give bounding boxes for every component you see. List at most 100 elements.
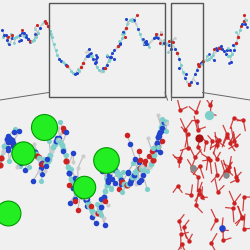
Point bbox=[228, 48, 232, 52]
Point bbox=[140, 168, 144, 172]
Point bbox=[130, 17, 134, 21]
Point bbox=[109, 187, 113, 191]
Point bbox=[36, 30, 40, 34]
Point bbox=[151, 146, 155, 150]
Point bbox=[41, 162, 45, 166]
Point bbox=[61, 126, 65, 130]
Point bbox=[76, 67, 80, 71]
Point bbox=[157, 132, 161, 136]
Point bbox=[119, 182, 123, 186]
Point bbox=[94, 55, 98, 59]
Point bbox=[113, 168, 117, 172]
Point bbox=[94, 212, 98, 216]
Point bbox=[69, 69, 73, 73]
Point bbox=[12, 127, 16, 131]
Point bbox=[49, 32, 53, 36]
Point bbox=[225, 48, 229, 52]
Point bbox=[76, 188, 80, 192]
Point bbox=[208, 158, 212, 162]
Point bbox=[30, 148, 34, 152]
Point bbox=[203, 58, 207, 62]
Point bbox=[8, 136, 12, 140]
Point bbox=[185, 80, 189, 84]
Point bbox=[221, 238, 225, 242]
Point bbox=[38, 159, 42, 163]
Point bbox=[232, 116, 236, 120]
Point bbox=[194, 80, 198, 84]
Point bbox=[136, 167, 140, 171]
Point bbox=[215, 173, 219, 177]
Point bbox=[6, 140, 10, 144]
Point bbox=[95, 65, 99, 69]
Point bbox=[42, 125, 46, 129]
Point bbox=[94, 56, 98, 60]
Point bbox=[67, 171, 71, 175]
Point bbox=[54, 48, 58, 52]
Point bbox=[218, 138, 222, 142]
Point bbox=[149, 162, 153, 166]
Point bbox=[141, 173, 145, 177]
Point bbox=[155, 141, 159, 145]
Point bbox=[89, 51, 93, 55]
Point bbox=[134, 157, 138, 161]
Point bbox=[178, 108, 182, 112]
Point bbox=[105, 53, 109, 57]
Point bbox=[56, 53, 60, 57]
Point bbox=[198, 164, 202, 168]
Point bbox=[46, 24, 50, 28]
Point bbox=[87, 47, 91, 51]
Point bbox=[73, 199, 77, 203]
Point bbox=[156, 113, 160, 117]
Point bbox=[140, 37, 144, 41]
Point bbox=[104, 161, 108, 165]
Point bbox=[94, 60, 98, 64]
Point bbox=[14, 36, 18, 40]
Point bbox=[77, 69, 81, 73]
Point bbox=[73, 72, 77, 76]
Point bbox=[181, 70, 185, 74]
Point bbox=[58, 120, 62, 124]
Point bbox=[104, 176, 108, 180]
Point bbox=[230, 52, 234, 56]
Point bbox=[17, 39, 21, 43]
Point bbox=[116, 172, 120, 176]
Point bbox=[6, 148, 10, 152]
Point bbox=[47, 156, 51, 160]
Point bbox=[90, 54, 94, 58]
Point bbox=[72, 160, 76, 164]
Point bbox=[145, 169, 149, 173]
Point bbox=[38, 154, 42, 158]
Point bbox=[242, 195, 246, 199]
Point bbox=[146, 166, 150, 170]
Point bbox=[137, 180, 141, 184]
Point bbox=[225, 132, 229, 136]
Point bbox=[175, 51, 179, 55]
Point bbox=[104, 158, 108, 162]
Point bbox=[205, 58, 209, 62]
Point bbox=[0, 156, 4, 160]
Point bbox=[24, 35, 28, 39]
Point bbox=[160, 42, 164, 46]
Point bbox=[134, 22, 138, 26]
Point bbox=[112, 165, 116, 169]
Point bbox=[169, 47, 173, 51]
Point bbox=[188, 83, 192, 87]
Point bbox=[227, 61, 231, 65]
Point bbox=[39, 162, 43, 166]
Point bbox=[140, 164, 144, 168]
Point bbox=[24, 152, 28, 156]
Point bbox=[48, 153, 52, 157]
Point bbox=[101, 69, 105, 73]
Point bbox=[220, 228, 224, 232]
Point bbox=[176, 184, 180, 188]
Point bbox=[207, 52, 211, 56]
Point bbox=[99, 197, 103, 201]
Point bbox=[18, 153, 22, 157]
Point bbox=[6, 146, 10, 150]
Point bbox=[187, 239, 191, 243]
Point bbox=[117, 187, 121, 191]
Point bbox=[208, 103, 212, 107]
Point bbox=[144, 42, 148, 46]
Point bbox=[214, 48, 218, 52]
Point bbox=[234, 175, 238, 179]
